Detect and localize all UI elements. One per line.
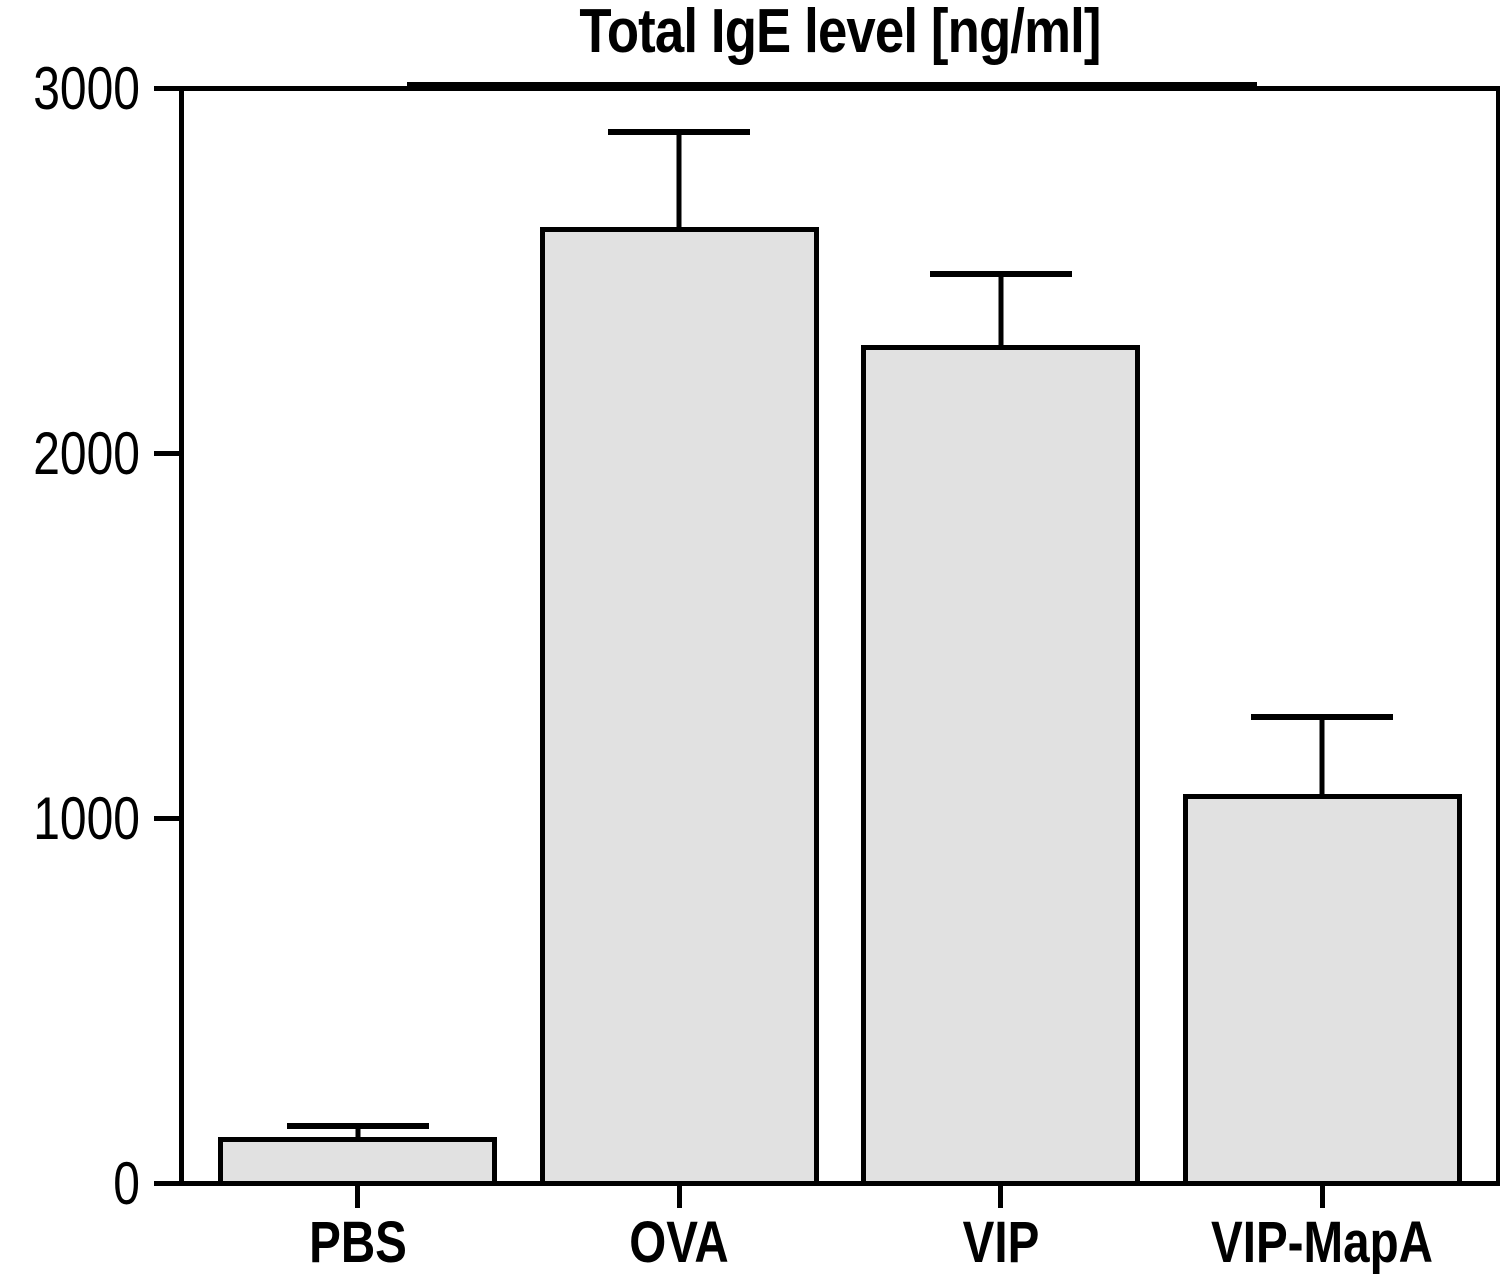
x-tick-label-vip-mapa: VIP-MapA [1211,1209,1434,1275]
y-tick-label-0: 0 [113,1149,140,1217]
y-tick-0 [154,1181,182,1186]
error-bar-stem-vip [998,274,1004,351]
plot-area [179,86,1500,1186]
y-tick-label-2000: 2000 [33,419,140,487]
x-tick-label-vip: VIP [962,1209,1040,1275]
error-bar-stem-vip-mapa [1319,717,1325,800]
y-tick-2000 [154,451,182,456]
y-tick-1000 [154,816,182,821]
y-tick-3000 [154,86,182,91]
error-bar-cap-ova [608,129,751,136]
x-tick-vip-mapa [1319,1186,1325,1208]
y-tick-label-1000: 1000 [33,784,140,852]
x-tick-label-pbs: PBS [308,1209,407,1275]
bar-ova [539,129,819,1181]
error-bar-stem-ova [676,132,682,233]
bar-vip-mapa [1182,714,1462,1181]
chart-title: Total IgE level [ng/ml] [579,0,1101,66]
bar-vip [861,271,1141,1181]
y-tick-label-3000: 3000 [33,54,140,122]
x-tick-pbs [355,1186,360,1208]
error-bar-cap-vip [929,271,1072,278]
bar-pbs [218,1123,497,1181]
error-bar-cap-vip-mapa [1251,714,1394,721]
error-bar-stem-pbs [355,1126,360,1143]
x-tick-label-ova: OVA [629,1209,729,1275]
x-tick-ova [676,1186,682,1208]
x-tick-vip [998,1186,1004,1208]
error-bar-cap-pbs [286,1123,429,1130]
